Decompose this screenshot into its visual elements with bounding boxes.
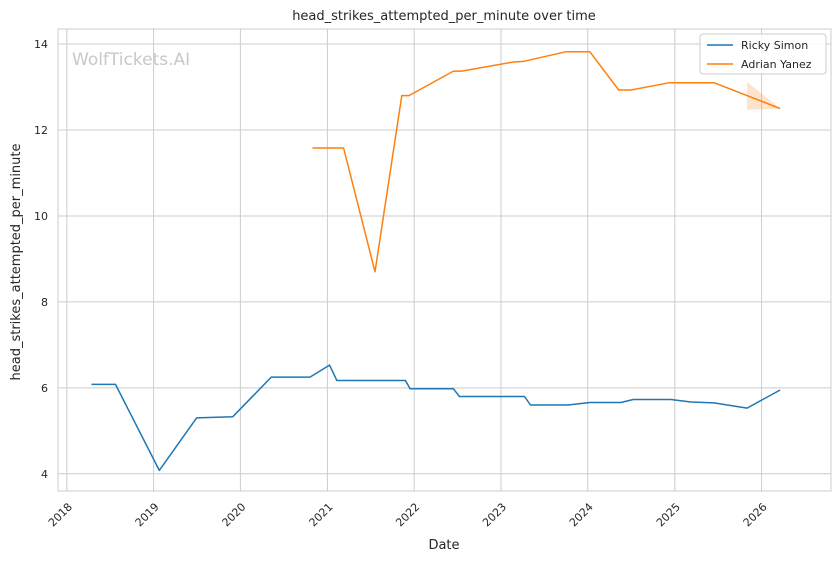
y-tick-label-8: 8 <box>41 296 48 309</box>
grid <box>58 29 831 491</box>
y-tick-label-4: 4 <box>41 468 48 481</box>
y-axis-label: head_strikes_attempted_per_minute <box>9 144 24 381</box>
y-tick-label-12: 12 <box>34 124 48 137</box>
x-axis-label: Date <box>428 538 459 553</box>
confidence-band-adrian-yanez <box>747 81 781 110</box>
legend-label-adrian-yanez: Adrian Yanez <box>741 58 812 71</box>
series-line-ricky-simon <box>91 364 781 472</box>
legend: Ricky Simon Adrian Yanez <box>699 33 827 75</box>
chart-title: head_strikes_attempted_per_minute over t… <box>292 9 596 24</box>
y-tick-label-6: 6 <box>41 382 48 395</box>
y-tick-label-14: 14 <box>34 38 48 51</box>
series-line-adrian-yanez <box>312 51 781 273</box>
legend-label-ricky-simon: Ricky Simon <box>741 39 808 52</box>
y-tick-label-10: 10 <box>34 210 48 223</box>
y-axis-ticks: 4 6 8 10 12 14 <box>34 38 48 481</box>
watermark: WolfTickets.AI <box>72 50 190 70</box>
plot-frame <box>57 28 832 492</box>
confidence-bands <box>747 81 781 110</box>
series-lines <box>91 51 781 472</box>
